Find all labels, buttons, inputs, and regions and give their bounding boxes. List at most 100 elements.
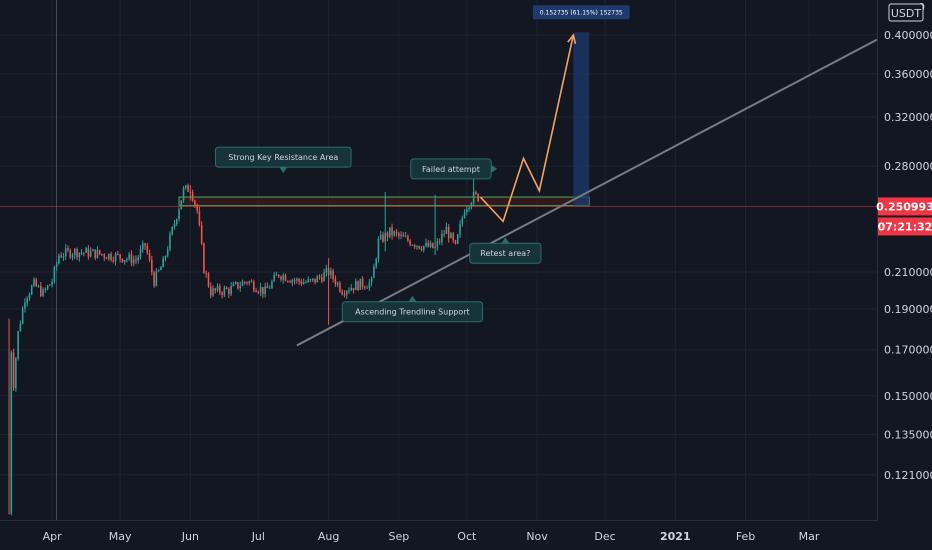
- candle-body: [219, 286, 221, 293]
- annotation-pointer: [491, 164, 498, 173]
- candle-body: [230, 286, 232, 294]
- candle-body: [350, 287, 353, 291]
- candle-body: [268, 287, 271, 289]
- measure-label-text: 0.152735 (61.15%) 152735: [540, 9, 623, 16]
- candle-body: [257, 291, 260, 293]
- candle-body: [307, 279, 309, 283]
- y-tick-label: 0.360000: [884, 68, 932, 81]
- annotation-callout[interactable]: Strong Key Resistance Area: [214, 146, 352, 174]
- candle-body: [241, 281, 244, 286]
- candle-body: [395, 231, 398, 234]
- x-tick-label: Dec: [594, 530, 615, 543]
- candle-body: [438, 241, 441, 243]
- candle-body: [275, 274, 278, 276]
- candle-body: [155, 271, 158, 286]
- candle-body: [51, 281, 53, 285]
- candle-body: [135, 259, 137, 261]
- candle-body: [379, 234, 382, 239]
- candle-body: [96, 249, 99, 258]
- candle-body: [87, 248, 90, 257]
- trendline-segment[interactable]: [296, 38, 878, 347]
- y-tick-label: 0.121000: [884, 469, 932, 482]
- x-tick-label: May: [109, 530, 132, 543]
- candle-body: [221, 292, 223, 295]
- projection-line[interactable]: [479, 34, 575, 223]
- candle-body: [280, 276, 282, 280]
- projection-path[interactable]: [479, 33, 577, 223]
- candle-body: [83, 252, 85, 254]
- measure-box[interactable]: [573, 32, 590, 206]
- price-axis[interactable]: 0.400000 0.360000 0.320000 0.280000 0.210000…: [876, 0, 932, 520]
- candle-body: [477, 193, 479, 202]
- candle-body: [293, 280, 296, 282]
- candle-body: [21, 308, 24, 324]
- candle-body: [153, 272, 155, 286]
- unit-badge[interactable]: [888, 3, 924, 22]
- candle-body: [418, 245, 421, 249]
- candle-body: [76, 249, 78, 258]
- annotation-text: Retest area?: [480, 249, 530, 258]
- y-tick-label: 0.190000: [884, 303, 932, 316]
- resistance-zone[interactable]: [178, 196, 590, 207]
- candle-body: [128, 254, 130, 259]
- candle-body: [24, 302, 26, 309]
- candle-body: [456, 234, 459, 244]
- candle-body: [169, 234, 171, 250]
- annotations: Strong Key Resistance Area Failed attempt…: [214, 5, 630, 323]
- candle-body: [112, 259, 115, 262]
- candle-body: [416, 245, 418, 247]
- candle-body: [121, 258, 124, 263]
- measure-label[interactable]: 0.152735 (61.15%) 152735: [532, 5, 630, 20]
- x-tick-label: Sep: [388, 530, 409, 543]
- candle-body: [366, 287, 368, 289]
- candle-body: [266, 286, 269, 288]
- candle-body: [180, 200, 183, 210]
- candle-body: [196, 204, 198, 211]
- x-tick-label: Feb: [736, 530, 755, 543]
- candle-body: [64, 248, 67, 257]
- resistance-zone-box[interactable]: [178, 196, 590, 207]
- candle-body: [39, 286, 42, 297]
- annotation-callout[interactable]: Ascending Trendline Support: [341, 295, 484, 323]
- candle-body: [436, 241, 439, 247]
- annotation-callout[interactable]: Retest area?: [469, 237, 542, 264]
- candle-body: [216, 286, 219, 291]
- candle-body: [441, 233, 443, 243]
- candle-body: [141, 243, 144, 250]
- candle-body: [89, 251, 92, 257]
- candle-body: [259, 287, 262, 293]
- candle-body: [402, 234, 405, 237]
- candle-body: [85, 248, 87, 253]
- current-price-label: 0.250993: [876, 200, 932, 213]
- x-tick-label: Jul: [251, 530, 265, 543]
- y-tick-label: 0.320000: [884, 111, 932, 124]
- candle-body: [253, 281, 255, 291]
- price-range-measure[interactable]: [573, 32, 590, 206]
- candle-body: [73, 249, 76, 255]
- candle-body: [382, 234, 384, 242]
- annotation-text: Strong Key Resistance Area: [228, 153, 338, 162]
- candle-body: [327, 268, 330, 276]
- time-axis[interactable]: Apr May Jun Jul Aug Sep Oct Nov Dec 2021 Feb Mar: [0, 520, 932, 550]
- x-tick-label: 2021: [660, 530, 691, 543]
- candle-body: [373, 266, 375, 278]
- candle-body: [164, 256, 167, 259]
- annotation-callout[interactable]: Failed attempt: [410, 158, 498, 180]
- candle-body: [60, 255, 62, 258]
- candle-body: [302, 282, 305, 285]
- candle-body: [62, 256, 65, 258]
- candle-body: [413, 245, 416, 247]
- candle-body: [325, 268, 328, 273]
- candle-body: [321, 277, 323, 282]
- ascending-trendline[interactable]: [296, 38, 878, 347]
- candle-body: [248, 281, 251, 284]
- x-tick-label: Mar: [799, 530, 820, 543]
- candle-body: [203, 243, 205, 274]
- candle-body: [398, 233, 400, 236]
- candle-body: [117, 253, 119, 255]
- candle-body: [262, 287, 264, 295]
- candle-body: [466, 209, 468, 213]
- candle-body: [243, 281, 246, 283]
- candle-body: [12, 352, 15, 389]
